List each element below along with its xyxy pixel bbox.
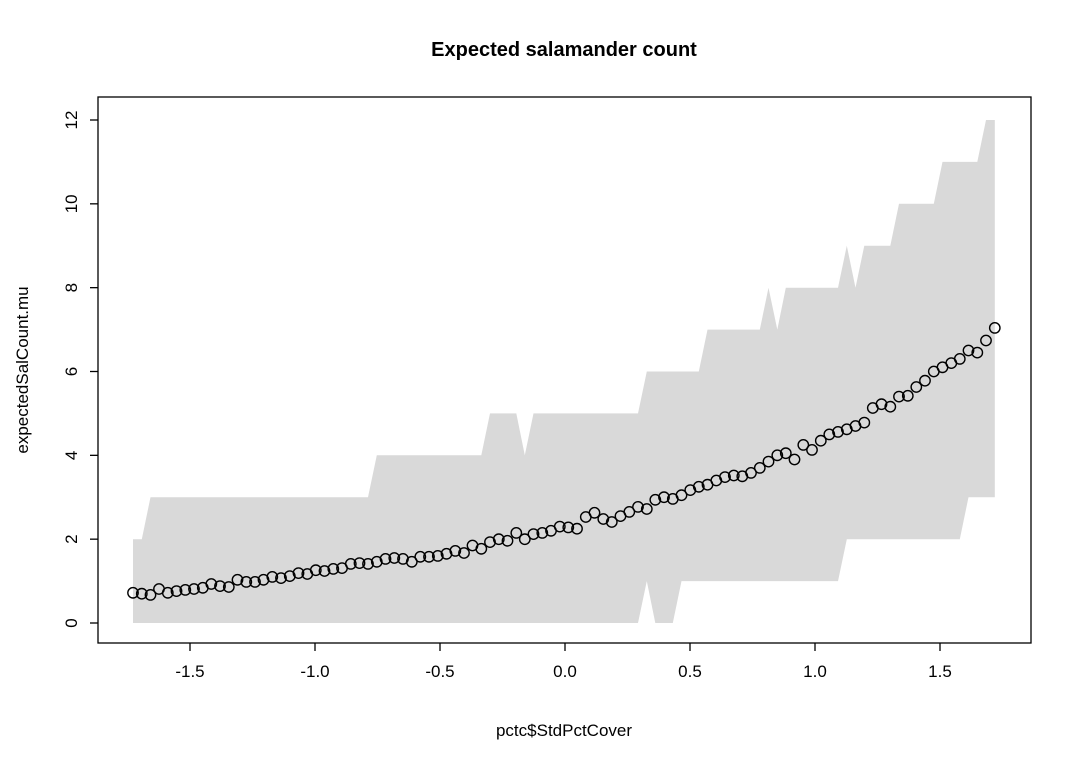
data-point — [719, 471, 731, 483]
data-point — [309, 564, 322, 577]
y-tick-label: 10 — [62, 194, 81, 213]
data-point — [727, 469, 740, 482]
data-point — [510, 527, 523, 539]
data-point — [658, 491, 670, 504]
y-tick-label: 2 — [62, 534, 81, 543]
y-tick-label: 0 — [62, 618, 81, 627]
y-axis: 0 2 4 6 8 10 12 — [62, 111, 98, 628]
data-point — [449, 545, 462, 557]
data-point — [362, 558, 374, 570]
y-tick-label: 4 — [62, 451, 81, 460]
data-point — [884, 400, 897, 413]
data-point — [692, 480, 705, 493]
data-point — [806, 443, 818, 456]
x-tick-label: -0.5 — [425, 662, 454, 681]
data-point — [788, 453, 801, 466]
data-point — [814, 434, 827, 447]
data-point — [980, 334, 992, 347]
data-point — [901, 389, 914, 402]
x-tick-label: -1.0 — [300, 662, 329, 681]
x-tick-label: 1.5 — [928, 662, 952, 681]
data-point — [745, 466, 757, 479]
data-point — [571, 522, 583, 535]
data-point — [832, 425, 844, 438]
data-point — [649, 493, 662, 506]
data-point — [640, 503, 653, 515]
data-point — [771, 449, 784, 462]
data-point — [127, 586, 139, 599]
data-point — [388, 552, 401, 564]
data-point — [179, 584, 192, 596]
data-point — [249, 576, 261, 588]
data-points — [127, 321, 1001, 601]
data-point — [823, 428, 836, 441]
data-point — [240, 576, 253, 588]
data-point — [893, 390, 905, 403]
data-point — [536, 527, 549, 539]
data-point — [222, 581, 235, 593]
data-point — [214, 580, 226, 592]
data-point — [144, 589, 157, 601]
data-point — [875, 398, 888, 411]
data-point — [562, 521, 575, 534]
data-point — [135, 587, 148, 600]
data-point — [231, 573, 244, 586]
data-point — [327, 563, 340, 575]
data-point — [501, 534, 514, 547]
data-point — [962, 344, 975, 357]
data-point — [605, 516, 618, 528]
data-point — [353, 557, 366, 569]
x-axis-title: pctc$StdPctCover — [496, 721, 632, 740]
data-point — [518, 533, 531, 546]
data-point — [858, 416, 871, 429]
x-tick-label: -1.5 — [175, 662, 204, 681]
data-point — [588, 506, 601, 519]
data-point — [753, 461, 766, 474]
data-point — [266, 571, 279, 583]
data-point — [553, 520, 566, 533]
data-point — [797, 438, 810, 451]
data-point — [275, 572, 287, 584]
data-point — [458, 547, 470, 559]
x-axis: -1.5 -1.0 -0.5 0.0 0.5 1.0 1.5 — [175, 643, 952, 681]
data-point — [405, 555, 418, 568]
data-point — [414, 550, 427, 563]
y-tick-label: 8 — [62, 283, 81, 292]
data-point — [205, 578, 218, 590]
data-point — [423, 550, 435, 563]
y-axis-title: expectedSalCount.mu — [13, 286, 32, 453]
chart-title: Expected salamander count — [431, 39, 697, 61]
data-point — [971, 346, 984, 359]
data-point — [492, 533, 505, 546]
data-point — [292, 567, 305, 579]
data-point — [318, 565, 331, 577]
data-point — [344, 558, 357, 570]
x-tick-label: 0.0 — [553, 662, 577, 681]
data-point — [779, 447, 792, 460]
data-point — [988, 321, 1001, 334]
data-point — [919, 374, 931, 387]
data-point — [475, 542, 488, 555]
x-tick-label: 1.0 — [803, 662, 827, 681]
data-point — [910, 381, 923, 393]
data-point — [597, 513, 610, 525]
y-tick-label: 12 — [62, 111, 81, 130]
data-point — [623, 505, 636, 518]
data-point — [953, 352, 966, 365]
x-tick-label: 0.5 — [678, 662, 702, 681]
y-tick-label: 6 — [62, 367, 81, 376]
data-point — [675, 489, 688, 502]
data-point — [170, 585, 183, 597]
data-point — [762, 455, 775, 468]
data-point — [379, 553, 392, 565]
confidence-band — [133, 120, 995, 623]
band-polygon — [133, 120, 995, 623]
data-point — [632, 500, 644, 513]
data-point — [431, 550, 444, 562]
data-point — [527, 528, 540, 540]
data-point — [161, 586, 174, 599]
data-point — [188, 583, 200, 595]
